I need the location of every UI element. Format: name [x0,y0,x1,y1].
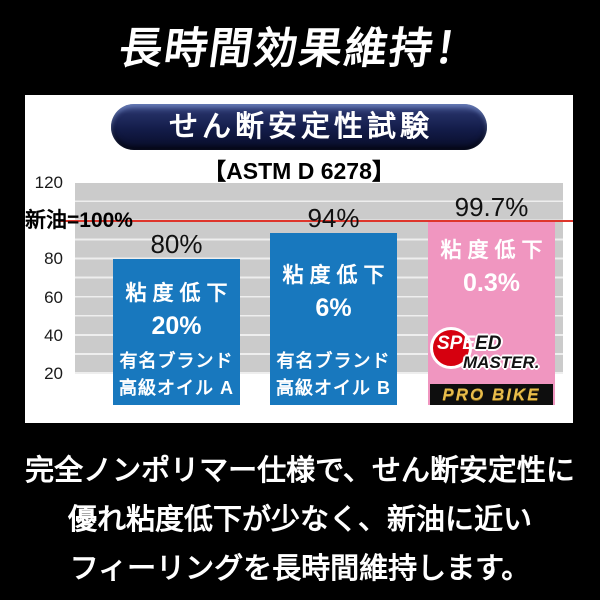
description-line-3: フィーリングを長時間維持します。 [69,553,531,585]
viscosity-drop-title: 粘度低下 [282,263,391,287]
bar-value-label: 99.7% [454,191,529,222]
bar-column-oil-b: 94% 粘度低下 6% 有名ブランド 高級オイル B [270,95,397,423]
chart-panel: せん断安定性試験 【ASTM D 6278】 120 80 60 40 20 新油=10… [25,95,573,423]
bar-oil-b: 粘度低下 6% 有名ブランド 高級オイル B [270,232,397,405]
bar-value-label: 80% [150,229,203,260]
baseline-100-line [58,220,573,223]
viscosity-drop-note: 粘度低下 20% [113,259,240,341]
y-axis-tick: 80 [44,249,63,269]
viscosity-drop-title: 粘度低下 [440,238,549,262]
test-standard-label: 【ASTM D 6278】 [203,158,395,184]
brand-line-2: 高級オイル B [276,377,391,398]
bar-value-label: 94% [307,202,360,233]
brand-line-1: 有名ブランド [119,350,234,371]
description-text: 完全ノンポリマー仕様で、せん断安定性に 優れ粘度低下が少なく、新油に近い フィー… [0,447,600,594]
main-title-text: 長時間効果維持！ [116,25,483,73]
speed-master-logo: SPEED MASTER. [430,324,551,380]
viscosity-drop-value: 0.3% [463,268,520,297]
y-axis-tick: 40 [44,325,63,345]
speed-master-logo-speed: SPEED [437,333,501,355]
speed-text-black: ED [475,332,502,354]
viscosity-drop-value: 6% [315,293,352,322]
y-axis-tick: 20 [44,364,63,383]
viscosity-drop-title: 粘度低下 [125,282,234,306]
viscosity-drop-note: 粘度低下 6% [270,233,397,323]
viscosity-drop-value: 20% [151,312,202,341]
brand-label: 有名ブランド 高級オイル A [113,348,240,402]
pro-bike-text: PRO BIKE [442,384,541,404]
y-axis-tick: 120 [34,173,63,192]
speed-text-white: SPE [437,332,476,354]
bar-column-speed-master: 99.7% 粘度低下 0.3% SPEED MASTER. PRO BIKE [428,95,555,423]
speed-master-logo-circle [430,326,472,369]
viscosity-drop-note: 粘度低下 0.3% [428,222,555,298]
description-line-2: 優れ粘度低下が少なく、新油に近い [67,504,532,536]
brand-line-2: 高級オイル A [119,377,234,398]
baseline-label: 新油=100% [25,209,133,233]
y-axis-tick: 60 [44,287,63,307]
bar-column-oil-a: 80% 粘度低下 20% 有名ブランド 高級オイル A [113,95,240,423]
chart-title-badge: せん断安定性試験 [111,104,487,150]
chart-title: せん断安定性試験 [168,111,433,143]
main-title: 長時間効果維持！ [0,14,600,76]
brand-label: 有名ブランド 高級オイル B [270,348,397,402]
pro-bike-badge: PRO BIKE [430,383,553,405]
speed-master-logo-master: MASTER. [463,352,540,372]
description-line-1: 完全ノンポリマー仕様で、せん断安定性に [25,455,575,487]
bar-speed-master: 粘度低下 0.3% SPEED MASTER. PRO BIKE [428,221,555,405]
bar-oil-a: 粘度低下 20% 有名ブランド 高級オイル A [113,259,240,405]
brand-line-1: 有名ブランド [276,350,391,371]
